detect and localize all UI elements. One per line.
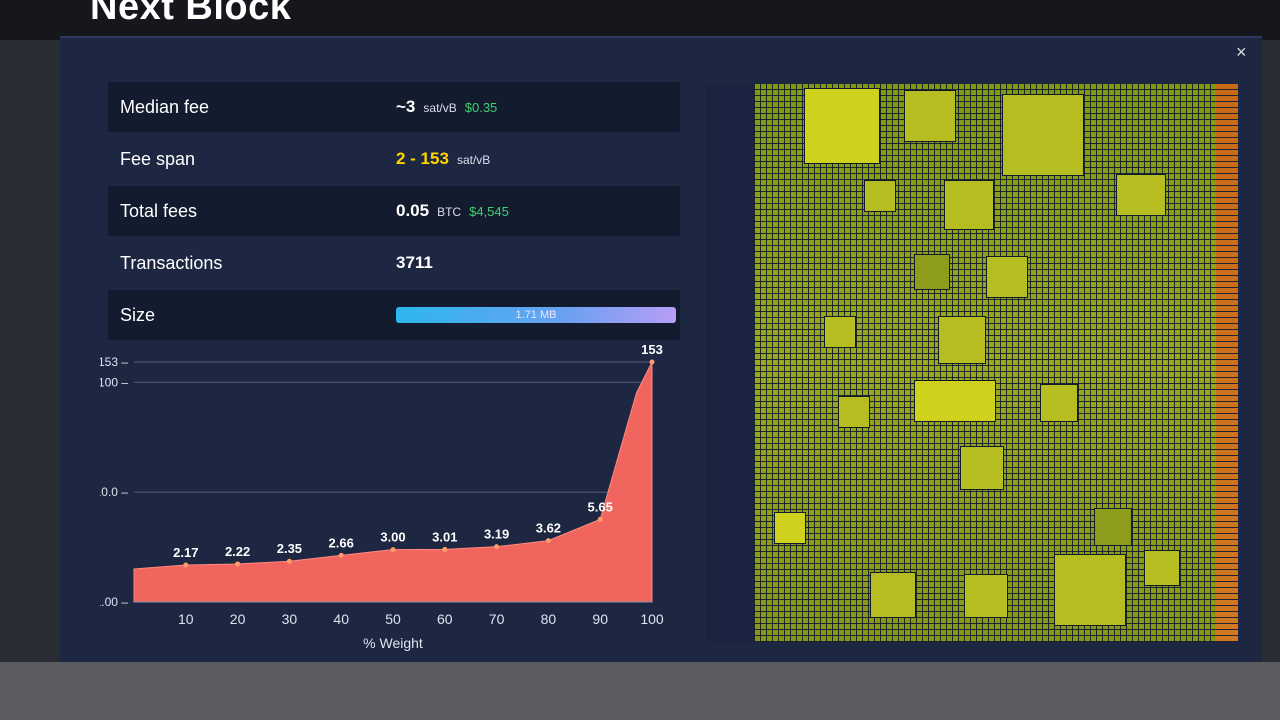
tx-square[interactable]: [824, 316, 856, 348]
data-label: 2.35: [277, 541, 302, 556]
total-fees-row: Total fees 0.05 BTC $4,545: [108, 186, 680, 236]
fee-area: [133, 361, 653, 603]
median-fee-value: ~3: [396, 97, 416, 116]
x-tick-label: 100: [640, 611, 664, 627]
data-label: 3.00: [380, 530, 405, 545]
total-fees-usd: $4,545: [469, 204, 509, 219]
transactions-value: 3711: [396, 253, 433, 272]
data-point: [545, 538, 551, 544]
data-label: 3.19: [484, 527, 509, 542]
data-label: 2.17: [173, 545, 198, 560]
tx-square[interactable]: [1054, 554, 1126, 626]
transactions-row: Transactions 3711: [108, 238, 680, 288]
data-label: 2.22: [225, 544, 250, 559]
total-fees-label: Total fees: [120, 200, 198, 221]
data-label: 3.62: [536, 521, 561, 536]
tx-square[interactable]: [938, 316, 986, 364]
data-label: 2.66: [329, 535, 354, 550]
fee-distribution-chart: 1.00 – 10.0 – 100 – 153 – 10 20 30 40 50 60 70 80 90…: [100, 342, 664, 651]
data-point: [442, 546, 448, 552]
transactions-label: Transactions: [120, 252, 223, 273]
y-tick-label: 10.0 –: [100, 485, 128, 499]
data-point: [649, 359, 655, 365]
tx-square[interactable]: [1144, 550, 1180, 586]
fee-span-row: Fee span 2 - 153 sat/vB: [108, 134, 680, 184]
data-point: [286, 558, 292, 564]
tx-square[interactable]: [986, 256, 1028, 298]
total-fees-value: 0.05: [396, 201, 430, 220]
tx-square[interactable]: [960, 446, 1004, 490]
tx-square[interactable]: [1094, 508, 1132, 546]
size-row: Size 1.71 MB: [108, 290, 680, 340]
tx-square[interactable]: [804, 88, 880, 164]
y-tick-label: 1.00 –: [100, 595, 128, 609]
y-tick-label: 153 –: [100, 355, 128, 369]
data-point: [235, 561, 241, 567]
tx-square[interactable]: [944, 180, 994, 230]
x-tick-label: 80: [541, 611, 557, 627]
x-tick-label: 40: [333, 611, 349, 627]
tx-square[interactable]: [1002, 94, 1084, 176]
x-tick-label: 70: [489, 611, 505, 627]
page-title: Next Block: [90, 0, 292, 28]
tx-square[interactable]: [1116, 174, 1166, 216]
data-point: [183, 562, 189, 568]
x-axis-title: % Weight: [363, 635, 423, 651]
tx-square[interactable]: [904, 90, 956, 142]
size-progress-bar: 1.71 MB: [396, 307, 676, 323]
screen-bezel-top: [0, 0, 1280, 40]
close-icon[interactable]: ×: [1236, 42, 1247, 62]
tx-square[interactable]: [964, 574, 1008, 618]
data-label: 153: [641, 342, 663, 357]
x-tick-label: 60: [437, 611, 453, 627]
data-label: 3.01: [432, 529, 457, 544]
fee-span-label: Fee span: [120, 148, 196, 169]
tx-square[interactable]: [864, 180, 896, 212]
x-tick-label: 10: [178, 611, 194, 627]
mempool-block-visualization[interactable]: [706, 84, 1238, 642]
mempool-side-strip: [706, 84, 754, 642]
data-point: [494, 544, 500, 550]
x-tick-label: 50: [385, 611, 401, 627]
data-point: [338, 552, 344, 558]
x-tick-label: 30: [282, 611, 298, 627]
tx-square[interactable]: [870, 572, 916, 618]
size-label: Size: [120, 304, 156, 325]
y-tick-label: 100 –: [100, 375, 128, 389]
tx-square[interactable]: [914, 254, 950, 290]
tx-square[interactable]: [914, 380, 996, 422]
data-point: [390, 547, 396, 553]
tx-square[interactable]: [774, 512, 806, 544]
transaction-grid[interactable]: [754, 84, 1238, 642]
median-fee-label: Median fee: [120, 96, 210, 117]
screen-bezel-bottom: [0, 662, 1280, 720]
tx-square[interactable]: [838, 396, 870, 428]
x-tick-label: 90: [592, 611, 608, 627]
fee-span-value: 2 - 153: [396, 149, 449, 168]
median-fee-usd: $0.35: [464, 100, 498, 115]
high-fee-column: [1216, 84, 1238, 642]
x-tick-label: 20: [230, 611, 246, 627]
median-fee-row: Median fee ~3 sat/vB $0.35: [108, 82, 680, 132]
block-panel: Median fee ~3 sat/vB $0.35 Fee span 2 - …: [60, 36, 1262, 664]
fee-span-unit: sat/vB: [456, 153, 491, 167]
median-fee-unit: sat/vB: [423, 101, 457, 115]
data-point: [597, 516, 603, 522]
total-fees-unit: BTC: [437, 205, 462, 219]
data-label: 5.65: [588, 499, 613, 514]
tx-square[interactable]: [1040, 384, 1078, 422]
size-value: 1.71 MB: [515, 309, 557, 321]
